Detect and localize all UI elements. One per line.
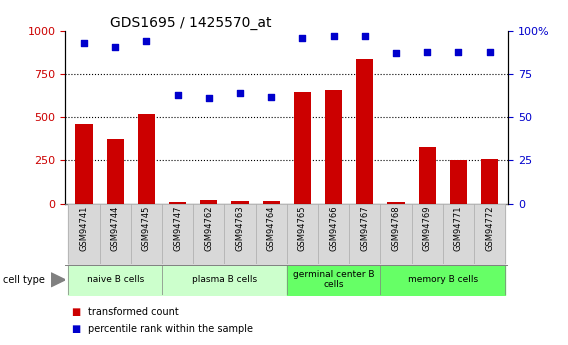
Text: ■: ■ [71,325,80,334]
Point [454,49,463,55]
Text: GSM94766: GSM94766 [329,205,338,251]
Bar [262,201,280,204]
Point [204,96,214,101]
Text: GSM94765: GSM94765 [298,205,307,251]
Bar [325,90,342,204]
Text: GSM94772: GSM94772 [485,205,494,251]
Bar [169,202,186,204]
Text: percentile rank within the sample: percentile rank within the sample [88,325,253,334]
Text: naive B cells: naive B cells [86,275,144,284]
Point [485,49,494,55]
Text: GSM94769: GSM94769 [423,205,432,251]
Point [298,35,307,41]
Point [80,40,89,46]
Bar [107,139,124,204]
Bar [294,92,311,204]
Point [173,92,182,98]
Point [111,44,120,49]
Text: GSM94744: GSM94744 [111,205,120,251]
Point [142,39,151,44]
Bar [450,160,467,204]
Text: memory B cells: memory B cells [408,275,478,284]
Point [267,94,276,99]
Bar [356,59,373,204]
Bar [387,202,404,204]
Bar [76,124,93,204]
Polygon shape [51,273,65,287]
Text: plasma B cells: plasma B cells [192,275,257,284]
Bar [419,147,436,204]
Text: GSM94762: GSM94762 [204,205,214,251]
Text: ■: ■ [71,307,80,317]
Point [360,33,369,39]
Text: GSM94767: GSM94767 [360,205,369,251]
Point [236,90,245,96]
Point [329,33,338,39]
Bar [201,200,218,204]
Text: GSM94763: GSM94763 [236,205,245,251]
Text: GSM94768: GSM94768 [391,205,400,251]
Text: cell type: cell type [3,275,45,285]
Text: GSM94747: GSM94747 [173,205,182,251]
Point [423,49,432,55]
Text: GSM94764: GSM94764 [267,205,275,251]
Text: GSM94741: GSM94741 [80,205,89,251]
Text: GSM94745: GSM94745 [142,205,151,251]
Text: GSM94771: GSM94771 [454,205,463,251]
Bar [481,159,498,204]
Bar [138,114,155,204]
Text: germinal center B
cells: germinal center B cells [293,270,374,289]
Point [391,51,400,56]
Bar [232,201,249,204]
Text: transformed count: transformed count [88,307,179,317]
Text: GDS1695 / 1425570_at: GDS1695 / 1425570_at [110,16,271,30]
